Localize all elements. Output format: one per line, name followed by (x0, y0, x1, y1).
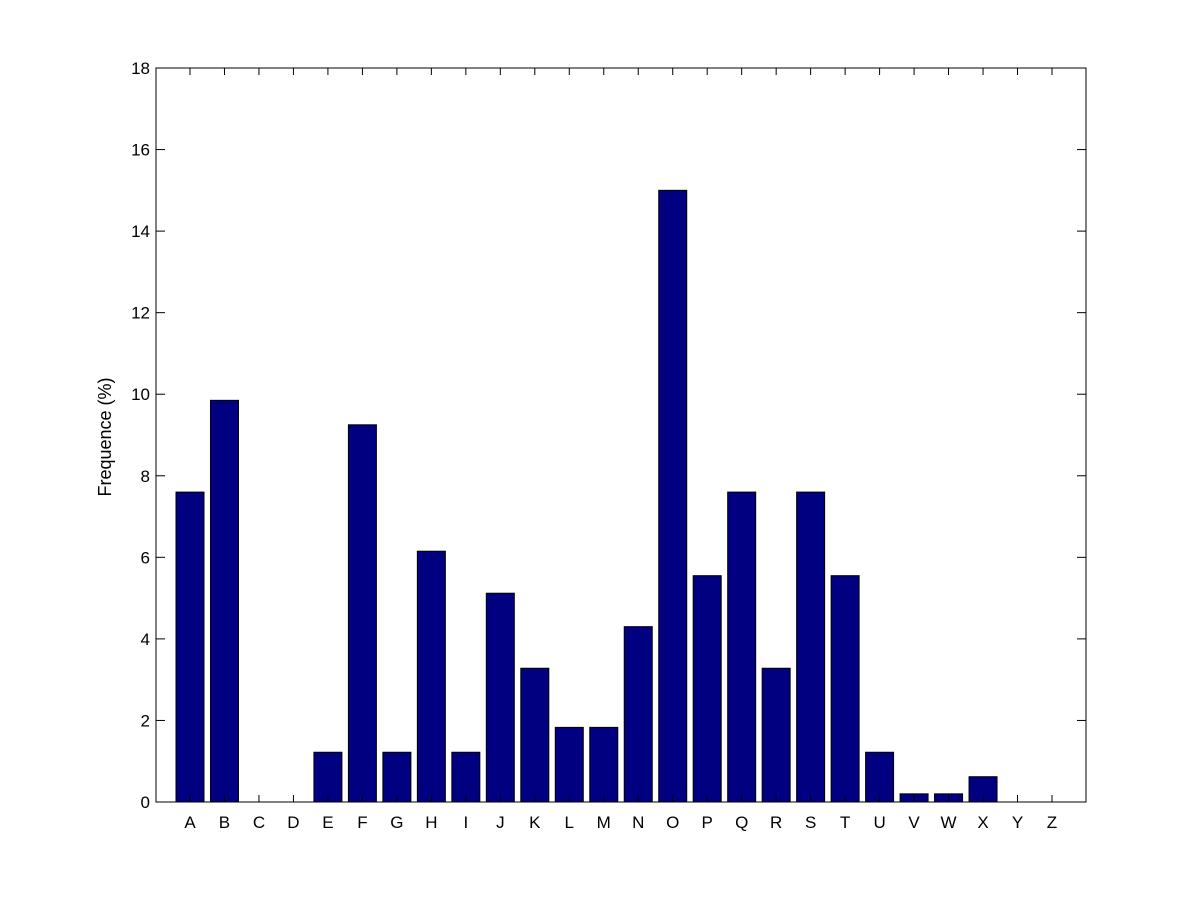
x-tick-label-B: B (219, 813, 230, 832)
x-tick-label-F: F (357, 813, 367, 832)
y-tick-label-0: 0 (141, 793, 150, 812)
bar-L (554, 726, 584, 803)
bar-I (451, 751, 481, 803)
x-tick-label-M: M (597, 813, 611, 832)
x-tick-label-K: K (529, 813, 541, 832)
plot-frame (155, 67, 1087, 803)
y-tick-label-4: 4 (141, 630, 150, 649)
y-tick-label-8: 8 (141, 467, 150, 486)
y-tick-label-12: 12 (131, 304, 150, 323)
bar-Q (727, 491, 757, 803)
bar-F (347, 424, 377, 803)
plot-background (156, 68, 1086, 802)
bar-G (382, 751, 412, 803)
x-tick-label-C: C (253, 813, 265, 832)
x-tick-label-Y: Y (1012, 813, 1023, 832)
x-tick-label-S: S (805, 813, 816, 832)
y-tick-label-6: 6 (141, 548, 150, 567)
x-tick-label-G: G (390, 813, 403, 832)
x-tick-label-J: J (496, 813, 505, 832)
x-tick-label-L: L (565, 813, 574, 832)
x-tick-labels: A B C D E F G H I J K L M N O P Q R S T U V W X Y Z (184, 813, 1057, 832)
x-tick-label-W: W (941, 813, 957, 832)
x-tick-label-U: U (873, 813, 885, 832)
y-tick-label-18: 18 (131, 59, 150, 78)
x-tick-label-X: X (977, 813, 988, 832)
y-tick-label-14: 14 (131, 222, 150, 241)
x-tick-label-R: R (770, 813, 782, 832)
x-tick-label-P: P (702, 813, 713, 832)
x-tick-label-Q: Q (735, 813, 748, 832)
bar-P (692, 575, 722, 803)
bars-group (175, 189, 998, 803)
bar-S (796, 491, 826, 803)
x-tick-label-T: T (840, 813, 850, 832)
x-tick-label-A: A (184, 813, 196, 832)
x-tick-label-V: V (908, 813, 920, 832)
bar-A (175, 491, 205, 803)
y-tick-label-10: 10 (131, 385, 150, 404)
y-tick-label-16: 16 (131, 141, 150, 160)
y-tick-labels: 0 2 4 6 8 10 12 14 16 18 (131, 59, 150, 812)
x-tick-label-H: H (425, 813, 437, 832)
y-tick-label-2: 2 (141, 711, 150, 730)
x-tick-label-Z: Z (1047, 813, 1057, 832)
bar-H (416, 550, 446, 803)
bar-J (485, 592, 515, 803)
bar-N (623, 626, 653, 803)
bar-K (520, 667, 550, 803)
x-tick-label-E: E (322, 813, 333, 832)
bar-T (830, 575, 860, 803)
bar-R (761, 667, 791, 803)
x-tick-label-N: N (632, 813, 644, 832)
x-tick-label-D: D (287, 813, 299, 832)
bar-U (865, 751, 895, 803)
bar-E (313, 751, 343, 803)
x-tick-label-I: I (463, 813, 468, 832)
y-axis-label: Frequence (%) (95, 377, 115, 496)
x-tick-label-O: O (666, 813, 679, 832)
bar-O (658, 189, 688, 803)
bar-M (589, 726, 619, 803)
bar-B (209, 399, 239, 803)
